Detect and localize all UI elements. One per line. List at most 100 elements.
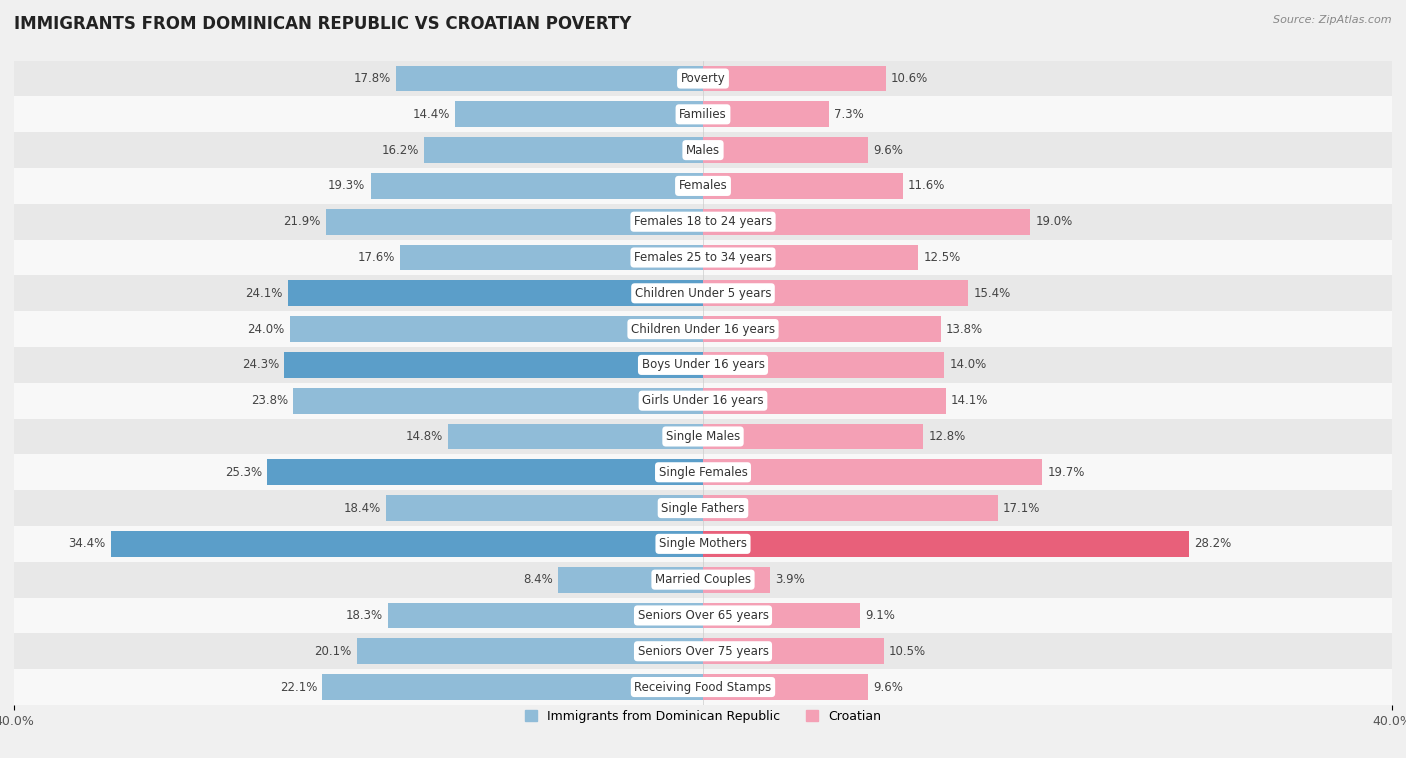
Text: 21.9%: 21.9% [283, 215, 321, 228]
Text: 13.8%: 13.8% [946, 323, 983, 336]
Text: Girls Under 16 years: Girls Under 16 years [643, 394, 763, 407]
Text: 19.3%: 19.3% [328, 180, 366, 193]
Text: Married Couples: Married Couples [655, 573, 751, 586]
Bar [288, 280, 703, 306]
Text: Males: Males [686, 143, 720, 157]
Text: 14.4%: 14.4% [412, 108, 450, 121]
Text: 9.6%: 9.6% [873, 681, 904, 694]
Text: Single Fathers: Single Fathers [661, 502, 745, 515]
Bar [703, 531, 1188, 556]
Bar [703, 316, 941, 342]
Text: 17.1%: 17.1% [1002, 502, 1040, 515]
Bar [14, 383, 1392, 418]
Text: 25.3%: 25.3% [225, 465, 262, 479]
Text: Females 25 to 34 years: Females 25 to 34 years [634, 251, 772, 264]
Text: Single Males: Single Males [666, 430, 740, 443]
Bar [703, 245, 918, 271]
Text: Children Under 16 years: Children Under 16 years [631, 323, 775, 336]
Text: Children Under 5 years: Children Under 5 years [634, 287, 772, 300]
Text: 14.8%: 14.8% [406, 430, 443, 443]
Bar [388, 603, 703, 628]
Text: Single Females: Single Females [658, 465, 748, 479]
Text: Poverty: Poverty [681, 72, 725, 85]
Text: 8.4%: 8.4% [523, 573, 553, 586]
Bar [703, 495, 997, 521]
Bar [267, 459, 703, 485]
Bar [290, 316, 703, 342]
Text: 18.3%: 18.3% [346, 609, 382, 622]
Bar [387, 495, 703, 521]
Text: 22.1%: 22.1% [280, 681, 318, 694]
Text: 28.2%: 28.2% [1194, 537, 1232, 550]
Text: Families: Families [679, 108, 727, 121]
Bar [14, 634, 1392, 669]
Bar [371, 173, 703, 199]
Bar [703, 208, 1031, 235]
Text: Source: ZipAtlas.com: Source: ZipAtlas.com [1274, 15, 1392, 25]
Bar [14, 418, 1392, 454]
Text: 11.6%: 11.6% [908, 180, 945, 193]
Bar [703, 603, 859, 628]
Bar [456, 102, 703, 127]
Text: Boys Under 16 years: Boys Under 16 years [641, 359, 765, 371]
Text: Single Mothers: Single Mothers [659, 537, 747, 550]
Bar [292, 388, 703, 414]
Bar [111, 531, 703, 556]
Text: 19.7%: 19.7% [1047, 465, 1085, 479]
Bar [703, 66, 886, 92]
Bar [14, 240, 1392, 275]
Bar [14, 669, 1392, 705]
Legend: Immigrants from Dominican Republic, Croatian: Immigrants from Dominican Republic, Croa… [520, 705, 886, 728]
Text: Females: Females [679, 180, 727, 193]
Text: 12.8%: 12.8% [928, 430, 966, 443]
Bar [357, 638, 703, 664]
Bar [14, 454, 1392, 490]
Bar [14, 347, 1392, 383]
Text: 17.8%: 17.8% [354, 72, 391, 85]
Text: 7.3%: 7.3% [834, 108, 863, 121]
Bar [14, 275, 1392, 312]
Bar [14, 132, 1392, 168]
Bar [14, 526, 1392, 562]
Bar [703, 567, 770, 593]
Bar [322, 674, 703, 700]
Text: 34.4%: 34.4% [67, 537, 105, 550]
Text: 20.1%: 20.1% [315, 645, 352, 658]
Text: 23.8%: 23.8% [250, 394, 288, 407]
Bar [703, 424, 924, 449]
Text: Seniors Over 75 years: Seniors Over 75 years [637, 645, 769, 658]
Bar [396, 66, 703, 92]
Bar [703, 173, 903, 199]
Bar [399, 245, 703, 271]
Text: 17.6%: 17.6% [357, 251, 395, 264]
Bar [703, 388, 946, 414]
Bar [703, 352, 945, 377]
Text: 14.1%: 14.1% [950, 394, 988, 407]
Text: 19.0%: 19.0% [1035, 215, 1073, 228]
Bar [703, 674, 869, 700]
Bar [449, 424, 703, 449]
Text: 9.6%: 9.6% [873, 143, 904, 157]
Bar [14, 168, 1392, 204]
Bar [14, 204, 1392, 240]
Bar [14, 61, 1392, 96]
Bar [284, 352, 703, 377]
Bar [14, 562, 1392, 597]
Text: Females 18 to 24 years: Females 18 to 24 years [634, 215, 772, 228]
Bar [14, 96, 1392, 132]
Text: 15.4%: 15.4% [973, 287, 1011, 300]
Text: 9.1%: 9.1% [865, 609, 894, 622]
Bar [558, 567, 703, 593]
Text: 24.3%: 24.3% [242, 359, 280, 371]
Bar [703, 102, 828, 127]
Bar [703, 137, 869, 163]
Bar [703, 459, 1042, 485]
Bar [703, 638, 884, 664]
Text: 16.2%: 16.2% [381, 143, 419, 157]
Text: Seniors Over 65 years: Seniors Over 65 years [637, 609, 769, 622]
Text: 24.1%: 24.1% [246, 287, 283, 300]
Text: IMMIGRANTS FROM DOMINICAN REPUBLIC VS CROATIAN POVERTY: IMMIGRANTS FROM DOMINICAN REPUBLIC VS CR… [14, 15, 631, 33]
Bar [326, 208, 703, 235]
Text: 12.5%: 12.5% [924, 251, 960, 264]
Text: 10.6%: 10.6% [891, 72, 928, 85]
